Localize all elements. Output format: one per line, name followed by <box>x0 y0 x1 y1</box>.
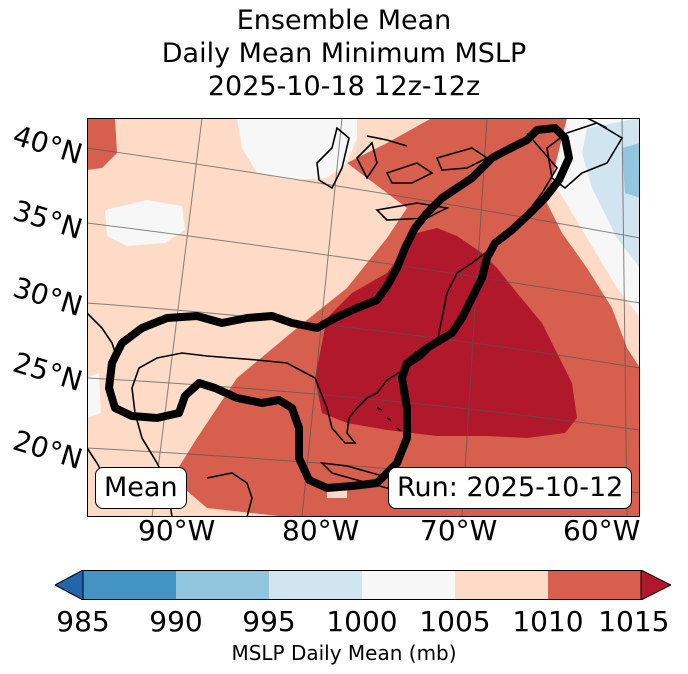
band-990-995-patch <box>622 143 640 198</box>
run-date-box: Run: 2025-10-12 <box>388 467 633 509</box>
colorbar-tick-1010: 1010 <box>512 605 584 638</box>
lat-label-40n: 40°N <box>9 118 87 171</box>
highlight-contour <box>105 124 573 492</box>
lon-label-60w: 60°W <box>563 514 641 547</box>
colorbar-tick-985: 985 <box>56 605 110 638</box>
band-1000-1005-patch <box>237 118 357 180</box>
colorbar-tick-1015: 1015 <box>598 605 670 638</box>
title-line-1: Ensemble Mean <box>236 5 452 36</box>
colorbar-tick-995: 995 <box>242 605 296 638</box>
lat-label-20n: 20°N <box>9 423 87 476</box>
colorbar <box>55 570 671 600</box>
lon-label-90w: 90°W <box>138 514 216 547</box>
colorbar-bin-1010-1015 <box>548 570 641 600</box>
mslp-map <box>87 118 640 517</box>
colorbar-bin-1000-1005 <box>362 570 455 600</box>
colorbar-bin-995-1000 <box>269 570 362 600</box>
colorbar-bin-1005-1010 <box>455 570 548 600</box>
colorbar-bin-990-995 <box>176 570 269 600</box>
colorbar-max-extend <box>640 570 671 600</box>
colorbar-tick-1000: 1000 <box>326 605 398 638</box>
lon-label-80w: 80°W <box>282 514 360 547</box>
colorbar-tick-1005: 1005 <box>419 605 491 638</box>
map-frame <box>87 118 640 517</box>
title-line-2: Daily Mean Minimum MSLP <box>161 38 527 69</box>
mean-label-box: Mean <box>95 467 187 509</box>
lat-label-25n: 25°N <box>9 345 87 398</box>
colorbar-tick-990: 990 <box>149 605 203 638</box>
colorbar-label: MSLP Daily Mean (mb) <box>231 641 457 665</box>
colorbar-bin-985-990 <box>83 570 176 600</box>
lat-label-35n: 35°N <box>9 193 87 246</box>
band-1000-1005-patch <box>87 373 101 418</box>
colorbar-min-extend <box>55 570 84 600</box>
lat-label-30n: 30°N <box>9 270 87 323</box>
band-1000-1005-patch <box>105 200 185 246</box>
title-line-3: 2025-10-18 12z-12z <box>207 71 481 102</box>
lon-label-70w: 70°W <box>420 514 498 547</box>
